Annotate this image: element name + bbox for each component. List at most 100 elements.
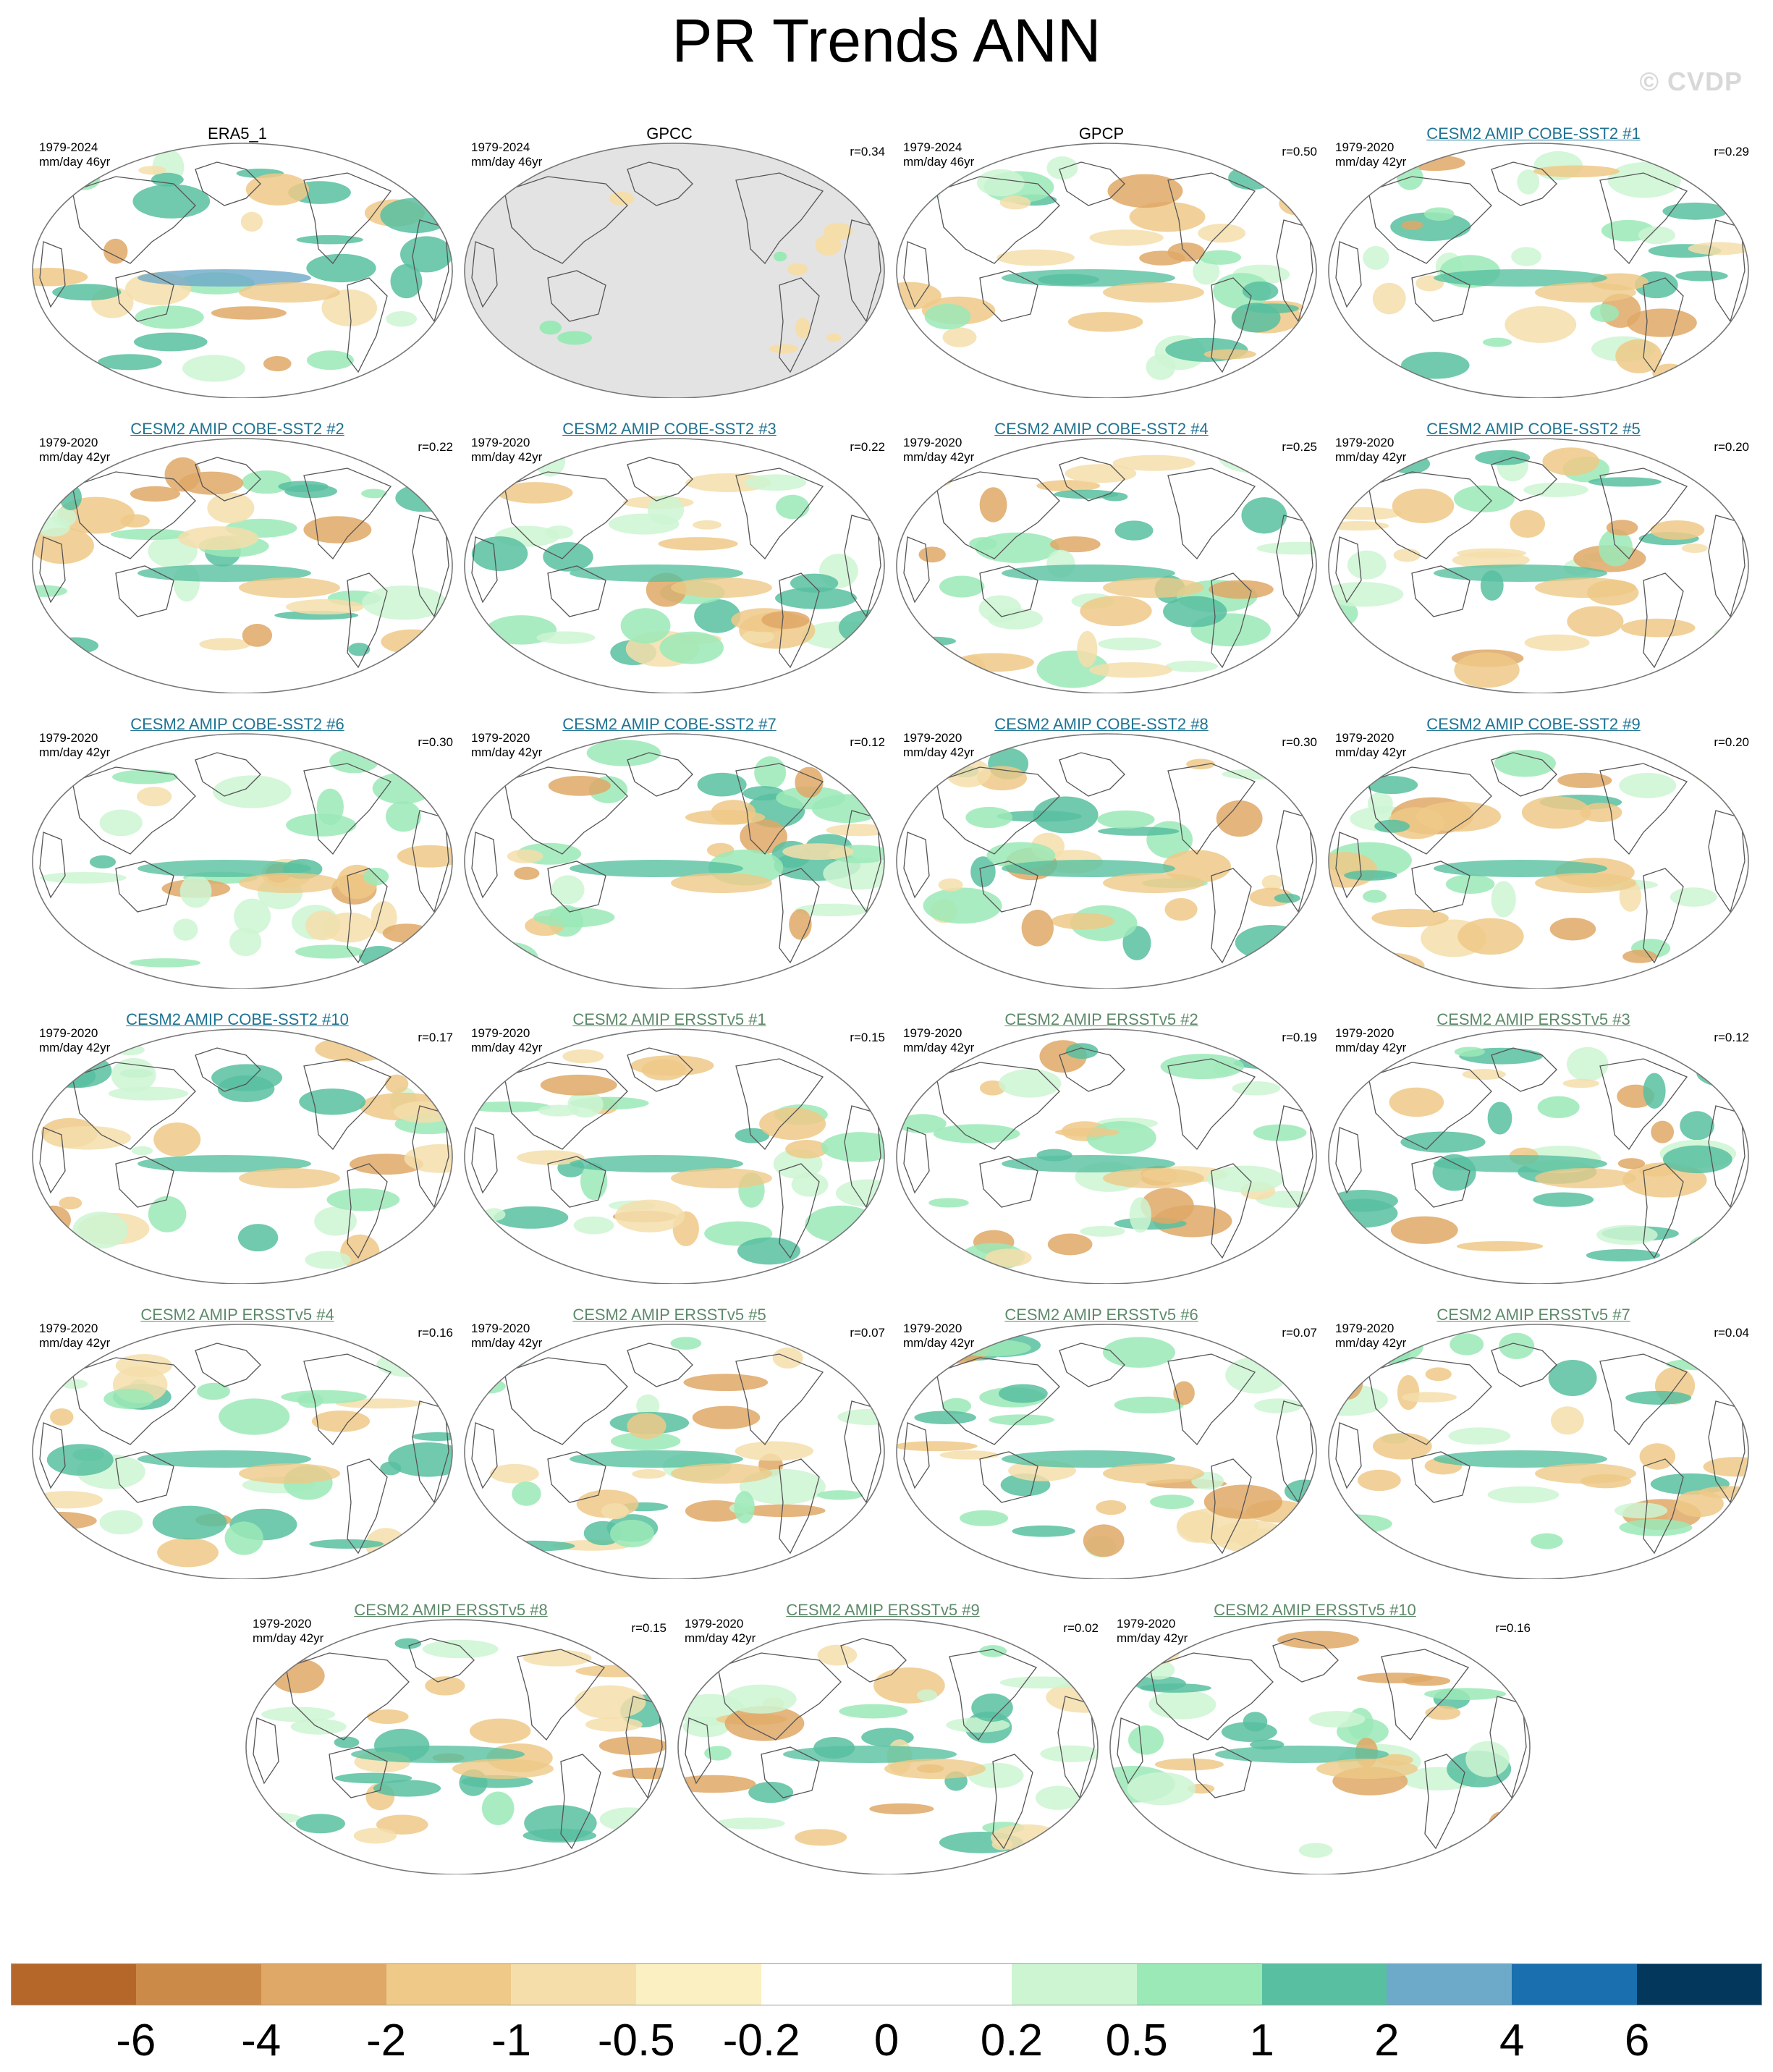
panel-title: CESM2 AMIP ERSSTv5 #2 (1004, 1010, 1198, 1028)
pattern-correlation: r=0.22 (418, 440, 453, 454)
pattern-correlation: r=0.07 (1282, 1326, 1317, 1340)
colorbar (11, 1963, 1763, 2005)
map-panel: CESM2 AMIP COBE-SST2 #2 1979-2020 mm/day 4… (20, 420, 454, 695)
panel-units: mm/day 42yr (253, 1631, 324, 1645)
panel-units: mm/day 42yr (39, 450, 111, 464)
panel-title: CESM2 AMIP COBE-SST2 #4 (994, 420, 1209, 438)
colorbar-swatch (1637, 1963, 1763, 2005)
pattern-correlation: r=0.20 (1714, 735, 1749, 749)
colorbar-swatch (761, 1963, 887, 2005)
colorbar-tick: -2 (365, 2016, 407, 2065)
panel-title: CESM2 AMIP COBE-SST2 #10 (126, 1010, 349, 1028)
panel-title: GPCP (1078, 124, 1125, 143)
map-panel: CESM2 AMIP COBE-SST2 #3 1979-2020 mm/day 4… (452, 420, 886, 695)
colorbar-swatch (11, 1963, 137, 2005)
map-panel: CESM2 AMIP ERSSTv5 #1 1979-2020 mm/day 42y… (452, 1010, 886, 1285)
precip-trend-map (32, 438, 453, 693)
panel-units: mm/day 42yr (685, 1631, 756, 1645)
precip-trend-map (1328, 1324, 1749, 1579)
panel-units: mm/day 42yr (39, 745, 111, 759)
precip-trend-map (32, 733, 453, 989)
pattern-correlation: r=0.15 (850, 1031, 885, 1044)
panel-title: CESM2 AMIP ERSSTv5 #5 (572, 1306, 766, 1324)
precip-trend-map (896, 438, 1317, 693)
panel-period: 1979-2020 (39, 1322, 98, 1335)
panel-title: CESM2 AMIP ERSSTv5 #4 (140, 1306, 334, 1324)
map-panel: CESM2 AMIP ERSSTv5 #9 1979-2020 mm/day 42y… (666, 1601, 1100, 1876)
colorbar-swatch (511, 1963, 637, 2005)
map-panel: GPCP 1979-2024 mm/day 46yr r=0.50 (884, 124, 1319, 399)
colorbar-tick: 2 (1374, 2016, 1400, 2065)
pattern-correlation: r=0.34 (850, 145, 885, 158)
map-panel: CESM2 AMIP ERSSTv5 #2 1979-2020 mm/day 42y… (884, 1010, 1319, 1285)
pattern-correlation: r=0.30 (1282, 735, 1317, 749)
map-panel: CESM2 AMIP COBE-SST2 #8 1979-2020 mm/day 4… (884, 715, 1319, 990)
panel-units: mm/day 42yr (1335, 1041, 1407, 1054)
panel-units: mm/day 42yr (903, 745, 975, 759)
panel-period: 1979-2020 (39, 436, 98, 449)
panel-units: mm/day 46yr (39, 155, 111, 169)
colorbar-tick: -1 (491, 2016, 531, 2065)
panel-period: 1979-2020 (471, 436, 530, 449)
pattern-correlation: r=0.30 (418, 735, 453, 749)
panel-title: GPCC (646, 124, 693, 143)
colorbar-tick: 1 (1249, 2016, 1274, 2065)
colorbar-tick: 0.5 (1105, 2016, 1168, 2065)
precip-trend-map (464, 1028, 885, 1284)
pattern-correlation: r=0.16 (1495, 1621, 1531, 1635)
colorbar-tick: 0 (873, 2016, 900, 2065)
panel-units: mm/day 46yr (471, 155, 543, 169)
panel-title: CESM2 AMIP ERSSTv5 #1 (572, 1010, 766, 1028)
panel-title: CESM2 AMIP ERSSTv5 #7 (1436, 1306, 1630, 1324)
map-panel: CESM2 AMIP ERSSTv5 #6 1979-2020 mm/day 42y… (884, 1306, 1319, 1581)
precip-trend-map (1328, 143, 1749, 398)
map-panel: CESM2 AMIP ERSSTv5 #10 1979-2020 mm/day 42… (1098, 1601, 1532, 1876)
precip-trend-map (464, 1324, 885, 1579)
precip-trend-map (464, 143, 885, 398)
map-panel: CESM2 AMIP COBE-SST2 #6 1979-2020 mm/day 4… (20, 715, 454, 990)
precip-trend-map (1328, 438, 1749, 693)
pattern-correlation: r=0.22 (850, 440, 885, 454)
pattern-correlation: r=0.12 (850, 735, 885, 749)
panel-period: 1979-2020 (253, 1617, 312, 1631)
colorbar-tick: -6 (116, 2016, 156, 2065)
panel-units: mm/day 42yr (903, 1336, 975, 1350)
map-panel: ERA5_1 1979-2024 mm/day 46yr (20, 124, 454, 399)
map-panel: CESM2 AMIP ERSSTv5 #4 1979-2020 mm/day 42y… (20, 1306, 454, 1581)
panel-units: mm/day 42yr (1117, 1631, 1188, 1645)
map-panel: CESM2 AMIP ERSSTv5 #7 1979-2020 mm/day 42y… (1316, 1306, 1751, 1581)
colorbar-tick: -4 (241, 2016, 282, 2065)
panel-units: mm/day 42yr (1335, 155, 1407, 169)
precip-trend-map (1328, 1028, 1749, 1284)
panel-period: 1979-2020 (471, 731, 530, 745)
panel-period: 1979-2020 (1335, 436, 1395, 449)
panel-period: 1979-2020 (685, 1617, 744, 1631)
pattern-correlation: r=0.04 (1714, 1326, 1749, 1340)
precip-trend-map (896, 143, 1317, 398)
map-panel: CESM2 AMIP ERSSTv5 #8 1979-2020 mm/day 42y… (234, 1601, 668, 1876)
panel-title: CESM2 AMIP COBE-SST2 #9 (1426, 715, 1641, 733)
map-panel: CESM2 AMIP ERSSTv5 #3 1979-2020 mm/day 42y… (1316, 1010, 1751, 1285)
map-panel: CESM2 AMIP COBE-SST2 #5 1979-2020 mm/day 4… (1316, 420, 1751, 695)
panel-title: CESM2 AMIP ERSSTv5 #8 (354, 1601, 548, 1619)
colorbar-swatch (1261, 1963, 1387, 2005)
panel-period: 1979-2020 (903, 436, 962, 449)
panel-period: 1979-2020 (1117, 1617, 1176, 1631)
panel-period: 1979-2020 (903, 731, 962, 745)
pattern-correlation: r=0.12 (1714, 1031, 1749, 1044)
panel-title: CESM2 AMIP COBE-SST2 #3 (562, 420, 777, 438)
panel-period: 1979-2020 (39, 731, 98, 745)
colorbar-tick: 4 (1499, 2016, 1525, 2065)
panel-title: CESM2 AMIP COBE-SST2 #6 (130, 715, 344, 733)
map-panel: GPCC 1979-2024 mm/day 46yr r=0.34 (452, 124, 886, 399)
colorbar-swatch (1512, 1963, 1638, 2005)
panel-units: mm/day 42yr (471, 745, 543, 759)
panel-title: CESM2 AMIP ERSSTv5 #3 (1436, 1010, 1630, 1028)
precip-trend-map (1328, 733, 1749, 989)
pattern-correlation: r=0.29 (1714, 145, 1749, 158)
pattern-correlation: r=0.17 (418, 1031, 453, 1044)
panel-units: mm/day 42yr (1335, 1336, 1407, 1350)
pattern-correlation: r=0.07 (850, 1326, 885, 1340)
precip-trend-map (32, 1028, 453, 1284)
panel-period: 1979-2020 (903, 1026, 962, 1040)
